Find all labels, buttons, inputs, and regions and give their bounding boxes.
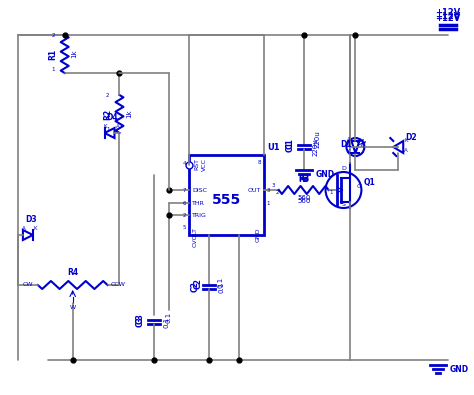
Text: 3: 3: [272, 183, 275, 188]
Text: 1: 1: [51, 67, 55, 72]
Text: 1: 1: [329, 190, 333, 195]
Text: A: A: [22, 226, 26, 231]
Text: R4: R4: [67, 268, 78, 277]
Text: +12V: +12V: [436, 8, 461, 17]
Text: 3: 3: [267, 188, 270, 192]
Text: 0.1: 0.1: [163, 316, 169, 327]
Text: 8: 8: [257, 160, 261, 165]
Text: C2: C2: [191, 282, 200, 292]
Text: GND: GND: [256, 227, 261, 241]
Text: +12V: +12V: [436, 14, 461, 23]
Text: 560: 560: [297, 195, 310, 201]
Text: RST: RST: [194, 158, 199, 170]
Text: K: K: [347, 149, 350, 154]
Text: D1: D1: [340, 140, 351, 149]
Text: C1: C1: [285, 138, 294, 149]
Text: G: G: [356, 184, 361, 189]
Text: 220u: 220u: [315, 130, 320, 148]
Text: A: A: [116, 124, 119, 129]
Text: 5: 5: [182, 224, 186, 229]
Text: 555: 555: [212, 193, 241, 207]
Text: R2: R2: [103, 109, 112, 120]
Text: R3: R3: [298, 174, 309, 183]
Text: CVOLT: CVOLT: [192, 227, 197, 247]
Text: K: K: [34, 226, 37, 231]
Text: 0.1: 0.1: [165, 312, 171, 323]
Text: A: A: [346, 137, 350, 142]
Text: D2: D2: [405, 133, 417, 142]
Text: +12V: +12V: [436, 12, 461, 21]
Text: CW: CW: [22, 282, 33, 288]
Text: S: S: [341, 202, 346, 207]
Text: R3: R3: [298, 175, 309, 184]
Text: C3: C3: [136, 316, 145, 327]
Text: CCW: CCW: [110, 282, 126, 288]
Text: D3: D3: [25, 215, 36, 224]
Text: 2: 2: [51, 33, 55, 38]
Text: K: K: [103, 124, 107, 129]
Text: 6: 6: [182, 201, 186, 205]
Text: K: K: [404, 138, 408, 143]
Text: 220u: 220u: [313, 138, 319, 156]
Text: TRIG: TRIG: [192, 213, 207, 218]
Text: C1: C1: [285, 141, 294, 152]
Text: 4: 4: [182, 161, 186, 166]
Text: A: A: [404, 148, 408, 153]
Text: DISC: DISC: [192, 188, 207, 192]
Text: 1: 1: [267, 201, 270, 205]
Text: 560: 560: [297, 198, 310, 204]
Text: 7: 7: [182, 188, 186, 192]
Text: C2: C2: [193, 278, 202, 289]
Text: 1: 1: [106, 127, 109, 132]
Text: THR: THR: [192, 201, 205, 205]
Text: OUT: OUT: [247, 188, 261, 192]
Text: D4: D4: [107, 113, 118, 122]
Text: Q1: Q1: [364, 178, 375, 187]
Text: 1k: 1k: [127, 110, 132, 118]
Text: C3: C3: [136, 313, 145, 324]
Text: VCC: VCC: [202, 158, 207, 171]
Text: GND: GND: [450, 365, 469, 374]
Text: 0.1: 0.1: [218, 281, 224, 293]
Text: U1: U1: [267, 143, 280, 152]
Text: W: W: [70, 305, 76, 310]
Text: 0.1: 0.1: [217, 277, 223, 288]
Bar: [189, 155, 264, 235]
Text: R1: R1: [48, 49, 57, 60]
Text: 1k: 1k: [72, 50, 78, 58]
Text: 2: 2: [106, 93, 109, 98]
Text: 2: 2: [276, 190, 279, 195]
Text: D: D: [341, 166, 346, 171]
Text: GND: GND: [316, 169, 335, 179]
Text: 2: 2: [182, 213, 186, 218]
